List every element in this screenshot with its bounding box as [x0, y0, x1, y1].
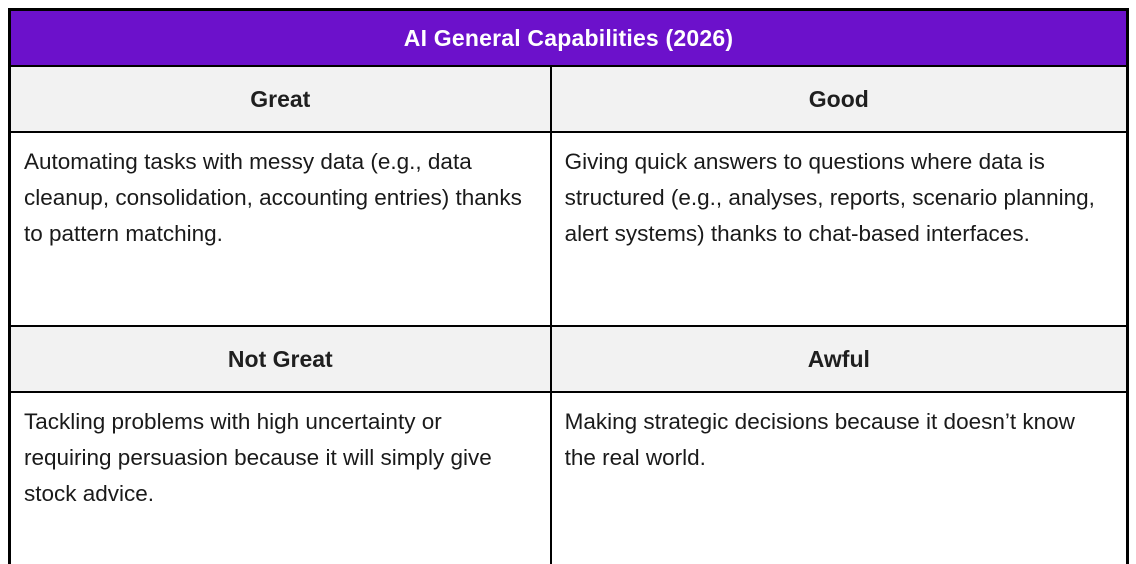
category-header-not-great: Not Great: [8, 325, 552, 393]
description-row-top: Automating tasks with messy data (e.g., …: [8, 131, 1129, 327]
title-row: AI General Capabilities (2026): [8, 8, 1129, 67]
cell-good-description: Giving quick answers to questions where …: [549, 131, 1129, 327]
category-row-bottom: Not Great Awful: [8, 325, 1129, 393]
cell-great-description: Automating tasks with messy data (e.g., …: [8, 131, 552, 327]
category-header-great: Great: [8, 65, 552, 133]
cell-not-great-description: Tackling problems with high uncertainty …: [8, 391, 552, 564]
category-header-awful: Awful: [549, 325, 1129, 393]
description-row-bottom: Tackling problems with high uncertainty …: [8, 391, 1129, 564]
capabilities-table: AI General Capabilities (2026) Great Goo…: [8, 8, 1129, 564]
category-header-good: Good: [549, 65, 1129, 133]
table-title: AI General Capabilities (2026): [8, 8, 1129, 67]
category-row-top: Great Good: [8, 65, 1129, 133]
cell-awful-description: Making strategic decisions because it do…: [549, 391, 1129, 564]
